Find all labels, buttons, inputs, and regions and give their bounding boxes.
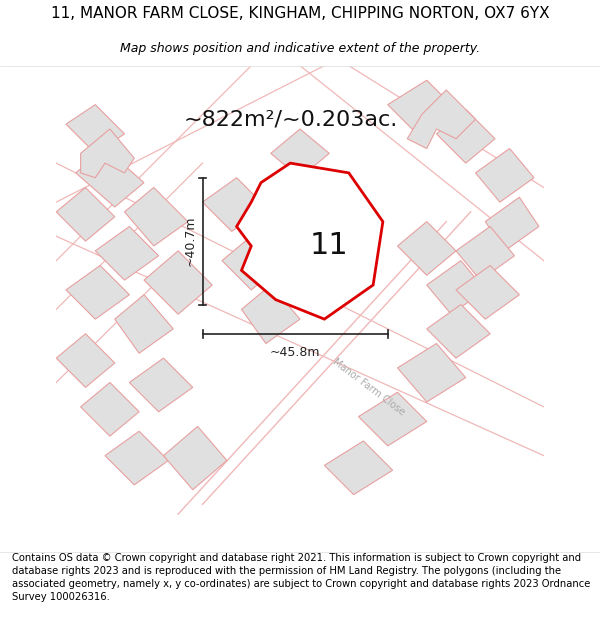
Polygon shape (66, 104, 124, 153)
Polygon shape (407, 90, 476, 149)
Text: Manor Farm Close: Manor Farm Close (331, 357, 406, 418)
Polygon shape (95, 226, 158, 280)
Polygon shape (485, 198, 539, 251)
Polygon shape (398, 344, 466, 402)
Polygon shape (476, 149, 534, 202)
Polygon shape (124, 188, 188, 246)
Polygon shape (56, 188, 115, 241)
Text: ~822m²/~0.203ac.: ~822m²/~0.203ac. (183, 109, 397, 129)
Polygon shape (427, 304, 490, 358)
Text: ~40.7m: ~40.7m (184, 216, 197, 266)
Polygon shape (144, 251, 212, 314)
Polygon shape (105, 431, 169, 485)
Polygon shape (427, 261, 485, 314)
Polygon shape (241, 285, 300, 344)
Polygon shape (80, 382, 139, 436)
Text: 11, MANOR FARM CLOSE, KINGHAM, CHIPPING NORTON, OX7 6YX: 11, MANOR FARM CLOSE, KINGHAM, CHIPPING … (50, 6, 550, 21)
Polygon shape (271, 129, 329, 178)
Text: Contains OS data © Crown copyright and database right 2021. This information is : Contains OS data © Crown copyright and d… (12, 552, 590, 602)
Polygon shape (163, 426, 227, 490)
Polygon shape (261, 251, 310, 295)
Polygon shape (80, 129, 134, 178)
Polygon shape (222, 236, 281, 290)
Text: ~45.8m: ~45.8m (270, 346, 320, 359)
Polygon shape (398, 222, 456, 275)
Polygon shape (325, 441, 392, 494)
Polygon shape (56, 334, 115, 388)
Polygon shape (76, 149, 144, 207)
Text: Map shows position and indicative extent of the property.: Map shows position and indicative extent… (120, 42, 480, 55)
Polygon shape (437, 109, 495, 163)
Polygon shape (456, 266, 520, 319)
Polygon shape (115, 295, 173, 353)
Polygon shape (66, 266, 130, 319)
Polygon shape (388, 80, 456, 134)
Polygon shape (203, 177, 266, 231)
Polygon shape (359, 392, 427, 446)
Text: 11: 11 (310, 231, 349, 261)
Polygon shape (130, 358, 193, 412)
Polygon shape (456, 226, 515, 280)
Polygon shape (236, 163, 383, 319)
